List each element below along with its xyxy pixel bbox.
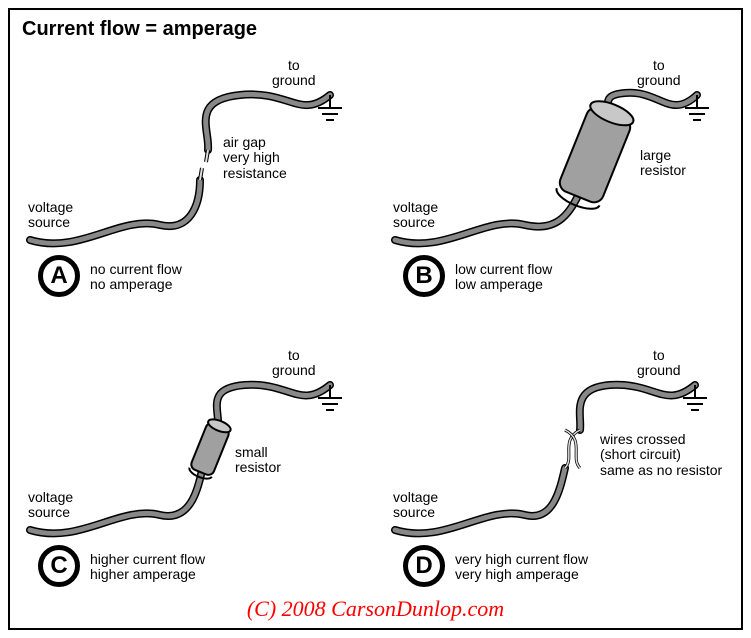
badge-b: B <box>403 255 445 297</box>
badge-a-letter: A <box>50 262 67 290</box>
voltage-source-label: voltagesource <box>393 200 438 231</box>
caption-a: no current flowno amperage <box>90 262 182 293</box>
credit-text: (C) 2008 CarsonDunlop.com <box>10 596 741 622</box>
diagram-frame: Current flow = amperage toground a <box>8 8 743 630</box>
badge-d-letter: D <box>415 552 432 580</box>
element-label-c: smallresistor <box>235 445 281 476</box>
to-ground-label: toground <box>637 58 681 89</box>
panel-c: toground smallresistor voltagesource C h… <box>10 330 375 610</box>
voltage-source-label: voltagesource <box>28 490 73 521</box>
element-label-b: largeresistor <box>640 148 686 179</box>
badge-c: C <box>38 545 80 587</box>
to-ground-label: toground <box>272 348 316 379</box>
diagram-title: Current flow = amperage <box>22 18 257 41</box>
badge-d: D <box>403 545 445 587</box>
voltage-source-label: voltagesource <box>393 490 438 521</box>
element-label-a: air gapvery highresistance <box>223 135 287 181</box>
badge-a: A <box>38 255 80 297</box>
panel-b: toground largeresistor voltagesource B l… <box>375 40 740 320</box>
badge-c-letter: C <box>50 552 67 580</box>
panel-d: toground wires crossed(short circuit)sam… <box>375 330 740 610</box>
caption-d: very high current flowvery high amperage <box>455 552 588 583</box>
caption-c: higher current flowhigher amperage <box>90 552 205 583</box>
voltage-source-label: voltagesource <box>28 200 73 231</box>
element-label-d: wires crossed(short circuit)same as no r… <box>600 432 722 478</box>
to-ground-label: toground <box>272 58 316 89</box>
to-ground-label: toground <box>637 348 681 379</box>
caption-b: low current flowlow amperage <box>455 262 552 293</box>
badge-b-letter: B <box>415 262 432 290</box>
panel-a: toground air gapvery highresistance volt… <box>10 40 375 320</box>
